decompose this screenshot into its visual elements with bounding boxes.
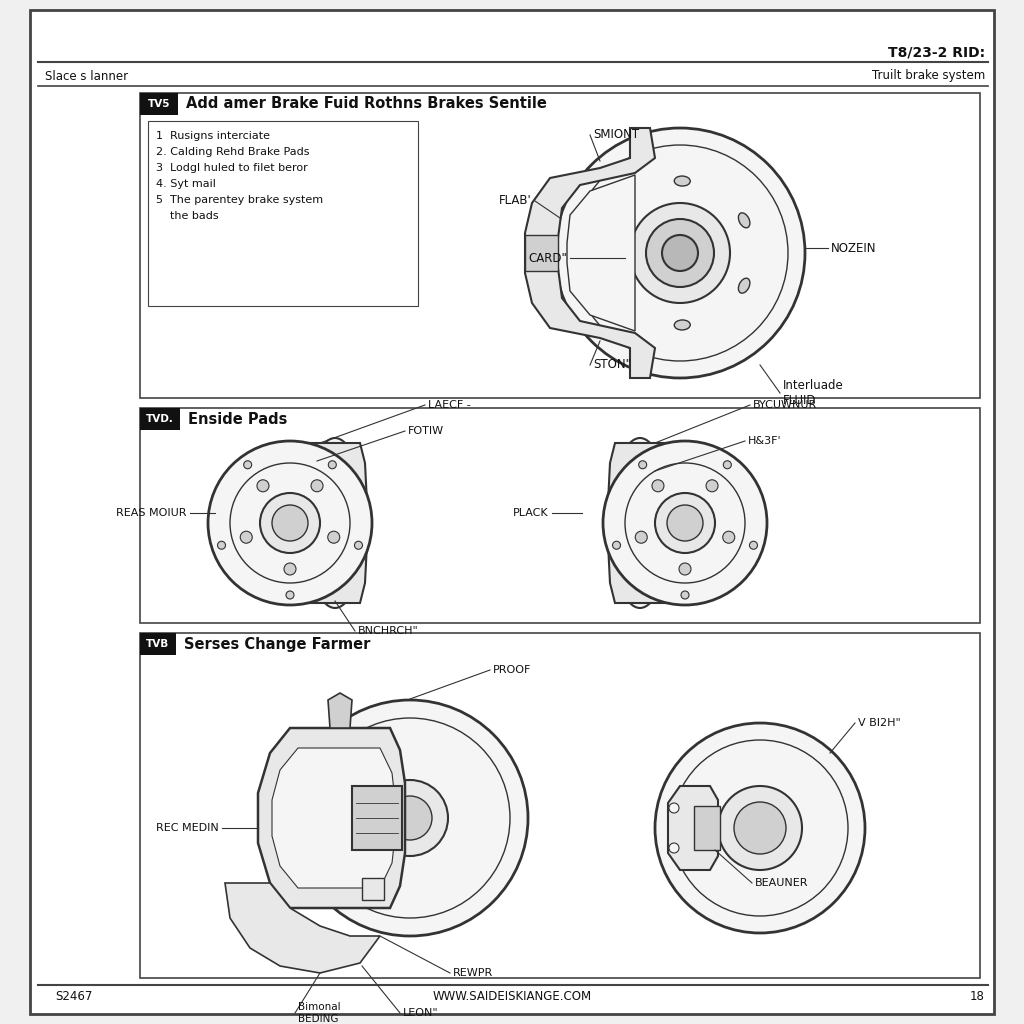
Text: BNCHRCH": BNCHRCH": [358, 626, 419, 636]
Bar: [148, 121, 418, 306]
Text: Enside Pads: Enside Pads: [188, 412, 288, 427]
Bar: [140, 93, 178, 115]
Circle shape: [750, 542, 758, 549]
Bar: [694, 806, 720, 850]
Text: Truilt brake system: Truilt brake system: [871, 70, 985, 83]
Text: TV5: TV5: [147, 99, 170, 109]
Circle shape: [555, 128, 805, 378]
Circle shape: [630, 203, 730, 303]
Circle shape: [655, 493, 715, 553]
Circle shape: [679, 563, 691, 575]
Circle shape: [257, 480, 269, 492]
Polygon shape: [270, 443, 367, 603]
Ellipse shape: [674, 319, 690, 330]
Text: REAS MOIUR: REAS MOIUR: [117, 508, 187, 518]
Bar: [140, 408, 980, 623]
Polygon shape: [272, 748, 395, 888]
Circle shape: [286, 591, 294, 599]
Ellipse shape: [612, 283, 624, 297]
Circle shape: [667, 505, 703, 541]
Ellipse shape: [738, 279, 750, 293]
Circle shape: [354, 542, 362, 549]
Text: PLACK: PLACK: [513, 508, 549, 518]
Text: Interluade
FLUID: Interluade FLUID: [783, 379, 844, 407]
Circle shape: [681, 591, 689, 599]
Polygon shape: [225, 883, 380, 973]
Circle shape: [208, 441, 372, 605]
Text: S2467: S2467: [55, 990, 92, 1004]
Circle shape: [718, 786, 802, 870]
Text: 18: 18: [970, 990, 985, 1004]
Circle shape: [723, 531, 735, 543]
Circle shape: [284, 563, 296, 575]
Text: CARD": CARD": [528, 252, 567, 264]
Polygon shape: [525, 128, 655, 378]
Circle shape: [328, 531, 340, 543]
Circle shape: [635, 531, 647, 543]
Bar: [140, 633, 980, 978]
Circle shape: [217, 542, 225, 549]
Circle shape: [612, 542, 621, 549]
Bar: [140, 408, 180, 430]
Circle shape: [260, 493, 319, 553]
Ellipse shape: [612, 209, 624, 223]
Circle shape: [639, 461, 647, 469]
Ellipse shape: [305, 438, 365, 608]
Text: LAECF -: LAECF -: [428, 400, 471, 410]
Circle shape: [723, 461, 731, 469]
Polygon shape: [258, 728, 406, 908]
Text: T8/23-2 RID:: T8/23-2 RID:: [888, 45, 985, 59]
Circle shape: [655, 723, 865, 933]
Text: FLAB': FLAB': [500, 195, 532, 208]
Ellipse shape: [610, 438, 670, 608]
Circle shape: [706, 480, 718, 492]
Text: H&3F': H&3F': [748, 436, 781, 446]
Text: REWPR: REWPR: [453, 968, 494, 978]
Text: LEON": LEON": [403, 1008, 438, 1018]
Bar: [352, 786, 402, 850]
Text: TVB: TVB: [146, 639, 170, 649]
Circle shape: [329, 461, 336, 469]
Bar: [362, 878, 384, 900]
Text: BYCUWNUR: BYCUWNUR: [753, 400, 817, 410]
Bar: [140, 633, 176, 655]
Circle shape: [603, 441, 767, 605]
Text: BEAUNER: BEAUNER: [755, 878, 809, 888]
Text: SMIONT: SMIONT: [593, 128, 639, 141]
Ellipse shape: [738, 213, 750, 227]
Circle shape: [646, 219, 714, 287]
Bar: [140, 93, 980, 398]
Text: NOZEIN: NOZEIN: [831, 242, 877, 255]
Circle shape: [241, 531, 252, 543]
Circle shape: [244, 461, 252, 469]
Circle shape: [662, 234, 698, 271]
Text: Add amer Brake Fuid Rothns Brakes Sentile: Add amer Brake Fuid Rothns Brakes Sentil…: [186, 96, 547, 112]
Polygon shape: [328, 693, 352, 728]
Polygon shape: [567, 175, 635, 331]
Text: PROOF: PROOF: [493, 665, 531, 675]
Circle shape: [372, 780, 449, 856]
Text: 1  Rusigns interciate
2. Calding Rehd Brake Pads
3  Lodgl huled to filet beror
4: 1 Rusigns interciate 2. Calding Rehd Bra…: [156, 131, 324, 221]
Circle shape: [652, 480, 664, 492]
Text: FOTIW: FOTIW: [408, 426, 444, 436]
Circle shape: [272, 505, 308, 541]
Text: REC MEDIN: REC MEDIN: [157, 823, 219, 833]
Text: STON": STON": [593, 358, 631, 372]
Circle shape: [292, 700, 528, 936]
Text: V BI2H": V BI2H": [858, 718, 901, 728]
Circle shape: [734, 802, 786, 854]
Polygon shape: [668, 786, 718, 870]
Circle shape: [388, 796, 432, 840]
Polygon shape: [608, 443, 705, 603]
Bar: [525, 234, 558, 271]
Text: WWW.SAIDEISKIANGE.COM: WWW.SAIDEISKIANGE.COM: [432, 990, 592, 1004]
Circle shape: [669, 803, 679, 813]
Text: TVD.: TVD.: [146, 414, 174, 424]
Text: Serses Change Farmer: Serses Change Farmer: [184, 637, 371, 651]
Ellipse shape: [674, 176, 690, 186]
Text: Bimonal
BEDING: Bimonal BEDING: [298, 1002, 341, 1024]
Circle shape: [311, 480, 323, 492]
Circle shape: [669, 843, 679, 853]
Text: Slace s lanner: Slace s lanner: [45, 70, 128, 83]
